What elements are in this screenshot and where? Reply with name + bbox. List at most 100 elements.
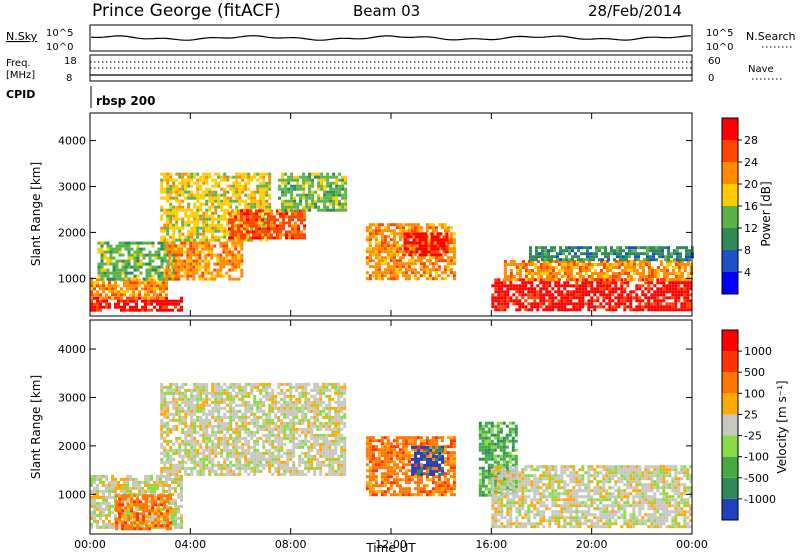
- range-gate-cell: [166, 466, 170, 470]
- range-gate-cell: [229, 238, 233, 242]
- range-gate-cell: [607, 252, 610, 256]
- range-gate-cell: [163, 253, 167, 257]
- range-gate-cell: [157, 494, 161, 498]
- range-gate-cell: [398, 250, 402, 254]
- range-gate-cell: [115, 506, 119, 510]
- range-gate-cell: [647, 287, 651, 291]
- range-gate-cell: [193, 412, 197, 416]
- range-gate-cell: [124, 509, 128, 513]
- range-gate-cell: [371, 229, 375, 233]
- range-gate-cell: [196, 469, 200, 473]
- range-gate-cell: [235, 385, 239, 389]
- range-gate-cell: [163, 463, 167, 467]
- range-gate-cell: [96, 495, 99, 499]
- range-gate-cell: [383, 274, 387, 278]
- range-gate-cell: [524, 269, 528, 272]
- range-gate-cell: [401, 250, 405, 254]
- range-gate-cell: [566, 281, 570, 285]
- range-gate-cell: [667, 255, 670, 259]
- range-gate-cell: [533, 299, 537, 303]
- range-gate-cell: [247, 232, 251, 236]
- range-gate-cell: [181, 208, 185, 212]
- range-gate-cell: [689, 305, 693, 309]
- range-gate-cell: [169, 388, 173, 392]
- range-gate-cell: [258, 215, 261, 219]
- range-gate-cell: [178, 418, 182, 422]
- range-gate-cell: [126, 299, 129, 303]
- range-gate-cell: [105, 305, 108, 309]
- range-gate-cell: [553, 255, 556, 259]
- range-gate-cell: [524, 308, 528, 312]
- range-gate-cell: [226, 391, 230, 395]
- range-gate-cell: [262, 187, 266, 191]
- range-gate-cell: [132, 290, 135, 294]
- range-gate-cell: [323, 187, 327, 191]
- range-gate-cell: [108, 519, 111, 523]
- range-gate-cell: [686, 284, 690, 288]
- range-gate-cell: [108, 287, 111, 291]
- noise-panel: N.Sky 10^5 10^0 10^5 10^0 N.Search: [6, 24, 796, 53]
- range-gate-cell: [665, 290, 669, 294]
- range-gate-cell: [674, 266, 678, 269]
- range-gate-cell: [111, 504, 114, 508]
- range-gate-cell: [204, 247, 208, 251]
- range-gate-cell: [142, 494, 146, 498]
- range-gate-cell: [147, 281, 150, 285]
- range-gate-cell: [332, 172, 336, 176]
- range-gate-cell: [419, 250, 423, 254]
- range-gate-cell: [632, 272, 636, 275]
- range-gate-cell: [629, 305, 633, 309]
- range-gate-cell: [241, 190, 245, 194]
- range-gate-cell: [377, 232, 381, 236]
- range-gate-cell: [258, 233, 261, 237]
- range-gate-cell: [229, 472, 233, 476]
- range-gate-cell: [395, 244, 399, 248]
- range-gate-cell: [241, 427, 245, 431]
- range-gate-cell: [596, 305, 600, 309]
- range-gate-cell: [247, 415, 251, 419]
- range-gate-cell: [183, 250, 187, 254]
- range-gate-cell: [332, 190, 336, 194]
- range-gate-cell: [270, 212, 273, 216]
- range-gate-cell: [181, 394, 185, 398]
- range-gate-cell: [223, 391, 227, 395]
- range-gate-cell: [163, 274, 167, 278]
- range-gate-cell: [214, 400, 218, 404]
- range-gate-cell: [93, 486, 96, 490]
- range-gate-cell: [105, 516, 108, 520]
- range-gate-cell: [238, 451, 242, 455]
- range-gate-cell: [160, 172, 164, 176]
- range-gate-cell: [186, 262, 190, 266]
- range-gate-cell: [199, 187, 203, 191]
- range-gate-cell: [244, 430, 248, 434]
- range-gate-cell: [228, 268, 232, 272]
- range-gate-cell: [243, 212, 246, 216]
- range-gate-cell: [126, 296, 129, 300]
- range-gate-cell: [581, 260, 585, 263]
- range-gate-cell: [259, 181, 263, 185]
- range-gate-cell: [326, 175, 330, 179]
- range-gate-cell: [166, 439, 170, 443]
- range-gate-cell: [371, 247, 375, 251]
- range-gate-cell: [205, 454, 209, 458]
- range-gate-cell: [656, 281, 660, 285]
- power-y-axis-label: Slant Range [km]: [29, 162, 43, 266]
- range-gate-cell: [193, 406, 197, 410]
- range-gate-cell: [202, 430, 206, 434]
- range-gate-cell: [219, 274, 223, 278]
- range-gate-cell: [237, 227, 240, 231]
- range-gate-cell: [108, 522, 111, 526]
- range-gate-cell: [433, 235, 437, 239]
- range-gate-cell: [598, 258, 601, 262]
- range-gate-cell: [398, 271, 402, 275]
- range-gate-cell: [156, 284, 159, 288]
- range-gate-cell: [159, 290, 162, 294]
- range-gate-cell: [175, 466, 179, 470]
- range-gate-cell: [623, 296, 627, 300]
- range-gate-cell: [187, 223, 191, 227]
- range-gate-cell: [392, 241, 396, 245]
- range-gate-cell: [566, 302, 570, 306]
- range-gate-cell: [178, 385, 182, 389]
- range-gate-cell: [244, 229, 248, 233]
- range-gate-cell: [535, 249, 538, 253]
